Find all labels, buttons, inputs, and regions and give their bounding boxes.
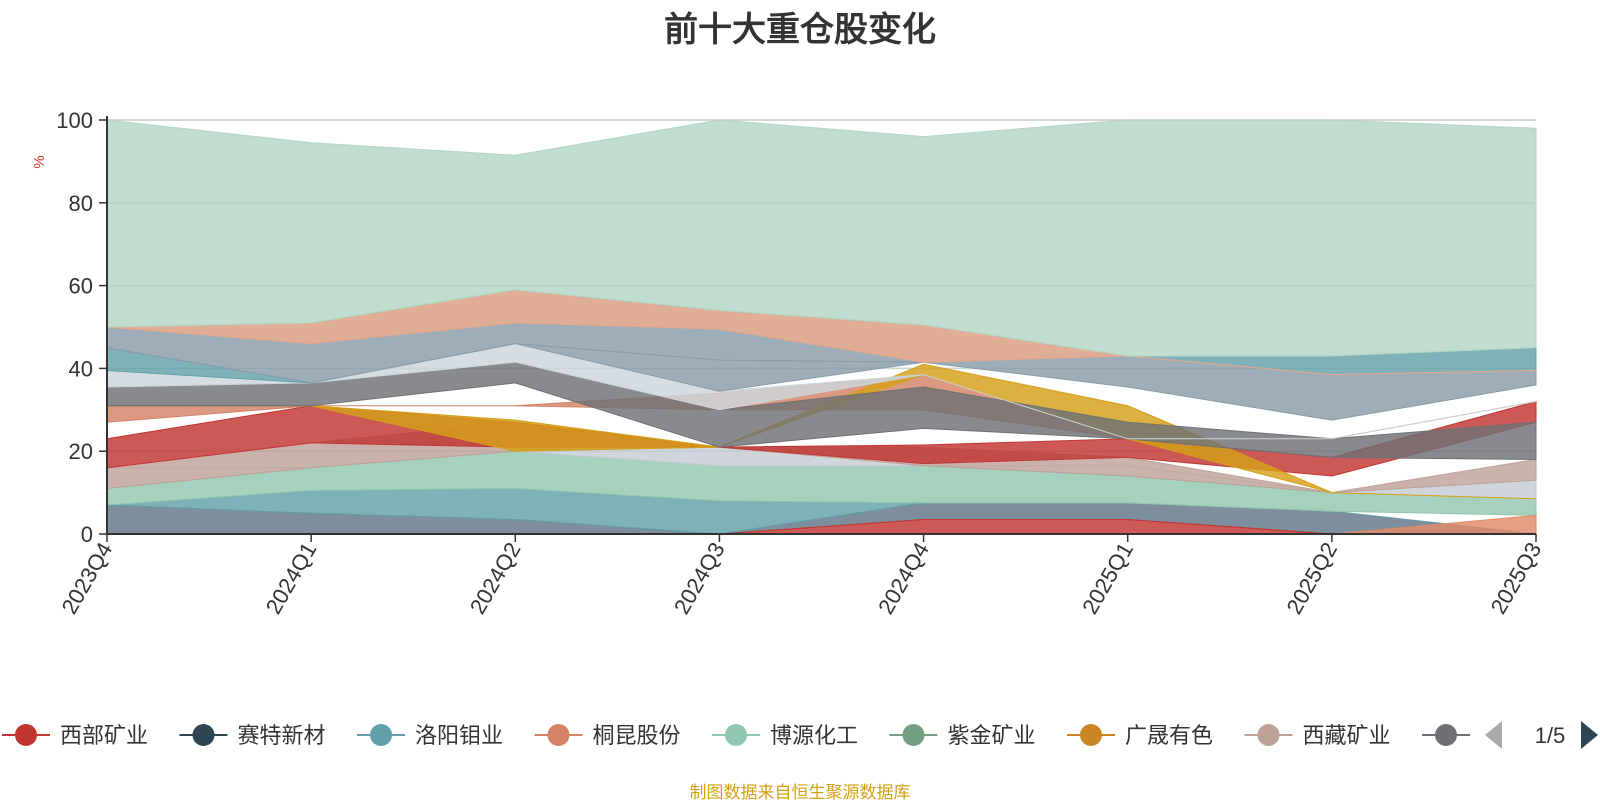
legend-marker xyxy=(15,724,37,746)
legend-label: 广晟有色 xyxy=(1125,724,1213,749)
area-band-9 xyxy=(107,363,1537,500)
legend-marker xyxy=(725,724,747,746)
x-tick-label: 2025Q2 xyxy=(1281,538,1342,618)
legend-label: 紫金矿业 xyxy=(948,724,1036,749)
y-tick-label: 80 xyxy=(69,191,93,216)
x-tick-label: 2023Q4 xyxy=(57,538,118,618)
legend-item[interactable]: 洛阳钼业 xyxy=(357,724,503,749)
legend-item[interactable]: 广晟有色 xyxy=(1067,724,1213,749)
y-tick-label: 20 xyxy=(69,439,93,464)
legend-marker xyxy=(1080,724,1102,746)
y-axis-label: % xyxy=(31,155,48,168)
area-band-16 xyxy=(106,119,1537,357)
legend-item[interactable]: 西藏矿业 xyxy=(1244,724,1391,749)
x-tick-label: 2024Q1 xyxy=(261,538,322,618)
legend-marker xyxy=(192,724,215,746)
legend-label: 赛特新材 xyxy=(238,724,326,749)
legend-label: 西部矿业 xyxy=(60,724,148,749)
area-bands xyxy=(106,119,1537,535)
legend-marker xyxy=(1435,724,1457,746)
y-tick-label: 100 xyxy=(56,108,93,133)
y-tick-label: 0 xyxy=(81,522,93,547)
legend-label: 桐昆股份 xyxy=(593,724,681,749)
stacked-area-chart: 0 20 40 60 80 100 2023Q4 2024Q1 2024Q2 2024Q3 2024… xyxy=(2,108,1600,760)
legend: 西部矿业赛特新材洛阳钼业桐昆股份博源化工紫金矿业广晟有色西藏矿业中1/5 xyxy=(2,710,1600,760)
legend-page-indicator: 1/5 xyxy=(1535,723,1566,748)
legend-item[interactable]: 赛特新材 xyxy=(179,724,326,749)
legend-label: 西藏矿业 xyxy=(1303,724,1391,749)
x-tick-label: 2024Q3 xyxy=(669,538,730,618)
x-tick-label: 2024Q4 xyxy=(873,538,934,618)
legend-prev-icon[interactable] xyxy=(1485,721,1502,749)
legend-marker xyxy=(902,724,925,746)
chart-title: 前十大重仓股变化 xyxy=(664,10,936,50)
data-source-note: 制图数据来自恒生聚源数据库 xyxy=(689,783,911,803)
legend-label: 洛阳钼业 xyxy=(415,724,503,749)
legend-item[interactable]: 紫金矿业 xyxy=(889,724,1036,749)
legend-item[interactable]: 博源化工 xyxy=(712,724,858,749)
legend-item[interactable]: 西部矿业 xyxy=(2,724,148,749)
legend-label: 博源化工 xyxy=(770,724,858,749)
x-tick-label: 2024Q2 xyxy=(465,538,526,618)
legend-next-icon[interactable] xyxy=(1581,721,1598,749)
legend-marker xyxy=(547,724,570,746)
x-tick-label: 2025Q3 xyxy=(1486,538,1547,618)
legend-marker xyxy=(370,724,392,746)
legend-item[interactable]: 桐昆股份 xyxy=(534,724,681,749)
y-tick-label: 60 xyxy=(69,274,93,299)
y-tick-label: 40 xyxy=(69,356,93,381)
legend-marker xyxy=(1257,724,1280,746)
x-tick-label: 2025Q1 xyxy=(1077,538,1138,618)
